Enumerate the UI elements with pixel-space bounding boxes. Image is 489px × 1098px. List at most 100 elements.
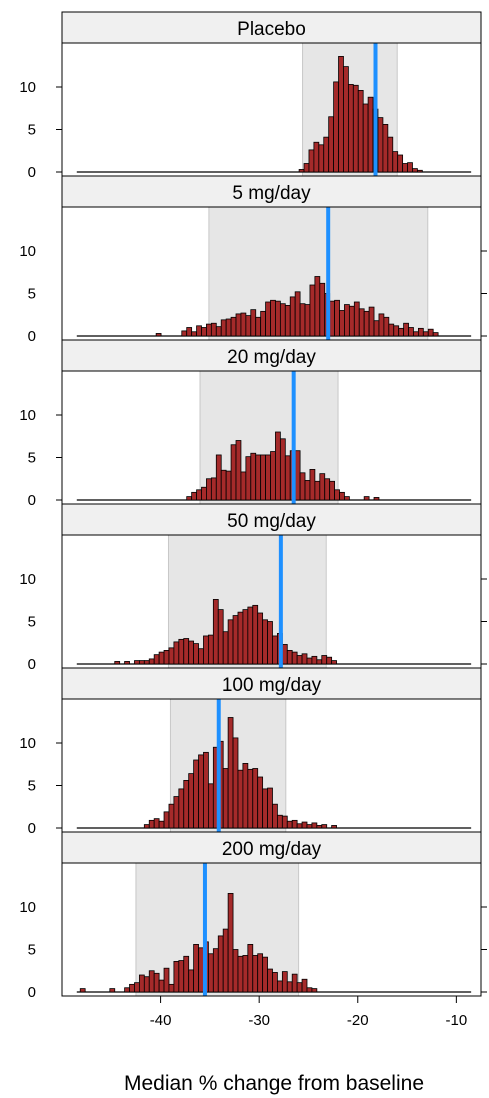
- y-tick-label: 10: [19, 571, 36, 588]
- histogram-bar: [153, 654, 160, 665]
- y-tick-label: 5: [28, 450, 36, 467]
- histogram-bar: [281, 815, 288, 829]
- histogram-bar: [247, 606, 254, 665]
- histogram-bar: [252, 604, 259, 665]
- histogram-bar: [353, 301, 360, 337]
- histogram-bar: [206, 323, 212, 337]
- y-tick-label: 10: [19, 899, 36, 916]
- histogram-bar: [382, 124, 389, 173]
- histogram-bar: [255, 454, 262, 501]
- histogram-bar: [331, 660, 337, 665]
- histogram-bar: [301, 978, 308, 993]
- histogram-bar: [183, 780, 190, 829]
- histogram-bar: [313, 141, 320, 173]
- histogram-bar: [148, 658, 155, 665]
- histogram-bar: [129, 983, 135, 993]
- histogram-bar: [168, 803, 175, 829]
- histogram-bar: [368, 306, 375, 337]
- histogram-bar: [217, 935, 224, 993]
- histogram-bar: [109, 988, 116, 993]
- histogram-bar: [281, 644, 288, 665]
- histogram-bar: [393, 325, 400, 337]
- histogram-bar: [232, 737, 239, 829]
- histogram-bar: [237, 955, 244, 993]
- histogram-bar: [232, 949, 239, 993]
- histogram-bar: [173, 961, 180, 993]
- histogram-bar: [319, 282, 326, 337]
- histogram-bar: [294, 291, 301, 337]
- histogram-bar: [432, 332, 439, 337]
- histogram-bar: [311, 988, 318, 993]
- histogram-bar: [427, 328, 434, 337]
- histogram-bar: [240, 312, 247, 337]
- histogram-bar: [158, 820, 165, 829]
- histogram-bar: [210, 477, 217, 501]
- histogram-bar: [304, 304, 311, 337]
- x-tick-label: -30: [248, 1012, 270, 1029]
- histogram-bar: [242, 763, 249, 829]
- histogram-bar: [392, 151, 399, 173]
- y-tick-label: 10: [19, 79, 36, 96]
- histogram-bar: [284, 304, 291, 337]
- panel-strip-label: 20 mg/day: [227, 347, 316, 368]
- histogram-bar: [143, 824, 150, 829]
- histogram-bar: [333, 81, 339, 173]
- histogram-bar: [163, 650, 170, 665]
- histogram-bar: [296, 655, 303, 665]
- histogram-bar: [422, 331, 429, 337]
- histogram-bar: [306, 987, 313, 993]
- histogram-bar: [232, 615, 239, 665]
- histogram-bar: [324, 478, 331, 501]
- panel-strip-label: 200 mg/day: [222, 839, 322, 860]
- y-tick-label: 5: [28, 942, 36, 959]
- y-tick-label: 0: [28, 984, 36, 1001]
- x-axis: -40 -30 -20 -10: [150, 996, 467, 1029]
- histogram-bar: [339, 310, 345, 337]
- histogram-bar: [289, 296, 296, 337]
- histogram-bar: [272, 803, 278, 829]
- histogram-bar: [201, 327, 207, 337]
- histogram-bar: [279, 303, 286, 337]
- histogram-bar: [208, 783, 214, 829]
- histogram-bar: [318, 144, 325, 173]
- histogram-bar: [230, 444, 237, 501]
- histogram-bar: [188, 640, 195, 665]
- histogram-bar: [158, 651, 165, 665]
- histogram-bar: [291, 651, 298, 665]
- histogram-bar: [265, 301, 271, 337]
- histogram-bar: [323, 136, 330, 173]
- histogram-bar: [294, 450, 301, 501]
- histogram-bar: [286, 820, 293, 829]
- histogram-bar: [347, 84, 354, 173]
- histogram-bar: [262, 956, 268, 993]
- histogram-bar: [183, 955, 190, 993]
- histogram-bar: [308, 149, 315, 173]
- histogram-bar: [173, 641, 180, 665]
- histogram-bar: [235, 440, 242, 501]
- histogram-bar: [279, 438, 286, 501]
- histogram-bar: [178, 788, 185, 829]
- histogram-bar: [319, 473, 326, 501]
- histogram-bar: [334, 489, 340, 501]
- histogram-bar: [193, 944, 199, 993]
- histogram-bar: [230, 316, 237, 337]
- histogram-bar: [304, 480, 311, 501]
- histogram-bar: [163, 811, 170, 829]
- histogram-bar: [252, 955, 259, 993]
- histogram-bar: [245, 456, 252, 501]
- x-tick-label: -10: [446, 1012, 468, 1029]
- histogram-bar: [272, 635, 278, 665]
- histogram-bar: [298, 169, 305, 173]
- histogram-bar: [267, 968, 273, 993]
- histogram-bar: [148, 819, 155, 829]
- histogram-bar: [377, 117, 384, 173]
- histogram-bar: [247, 944, 254, 993]
- histogram-bar: [388, 323, 395, 337]
- histogram-bar: [303, 163, 310, 173]
- histogram-bar: [362, 103, 369, 173]
- histogram-bar: [153, 972, 160, 993]
- histogram-bar: [306, 657, 313, 665]
- histogram-bar: [306, 824, 313, 829]
- histogram-bar: [215, 326, 222, 337]
